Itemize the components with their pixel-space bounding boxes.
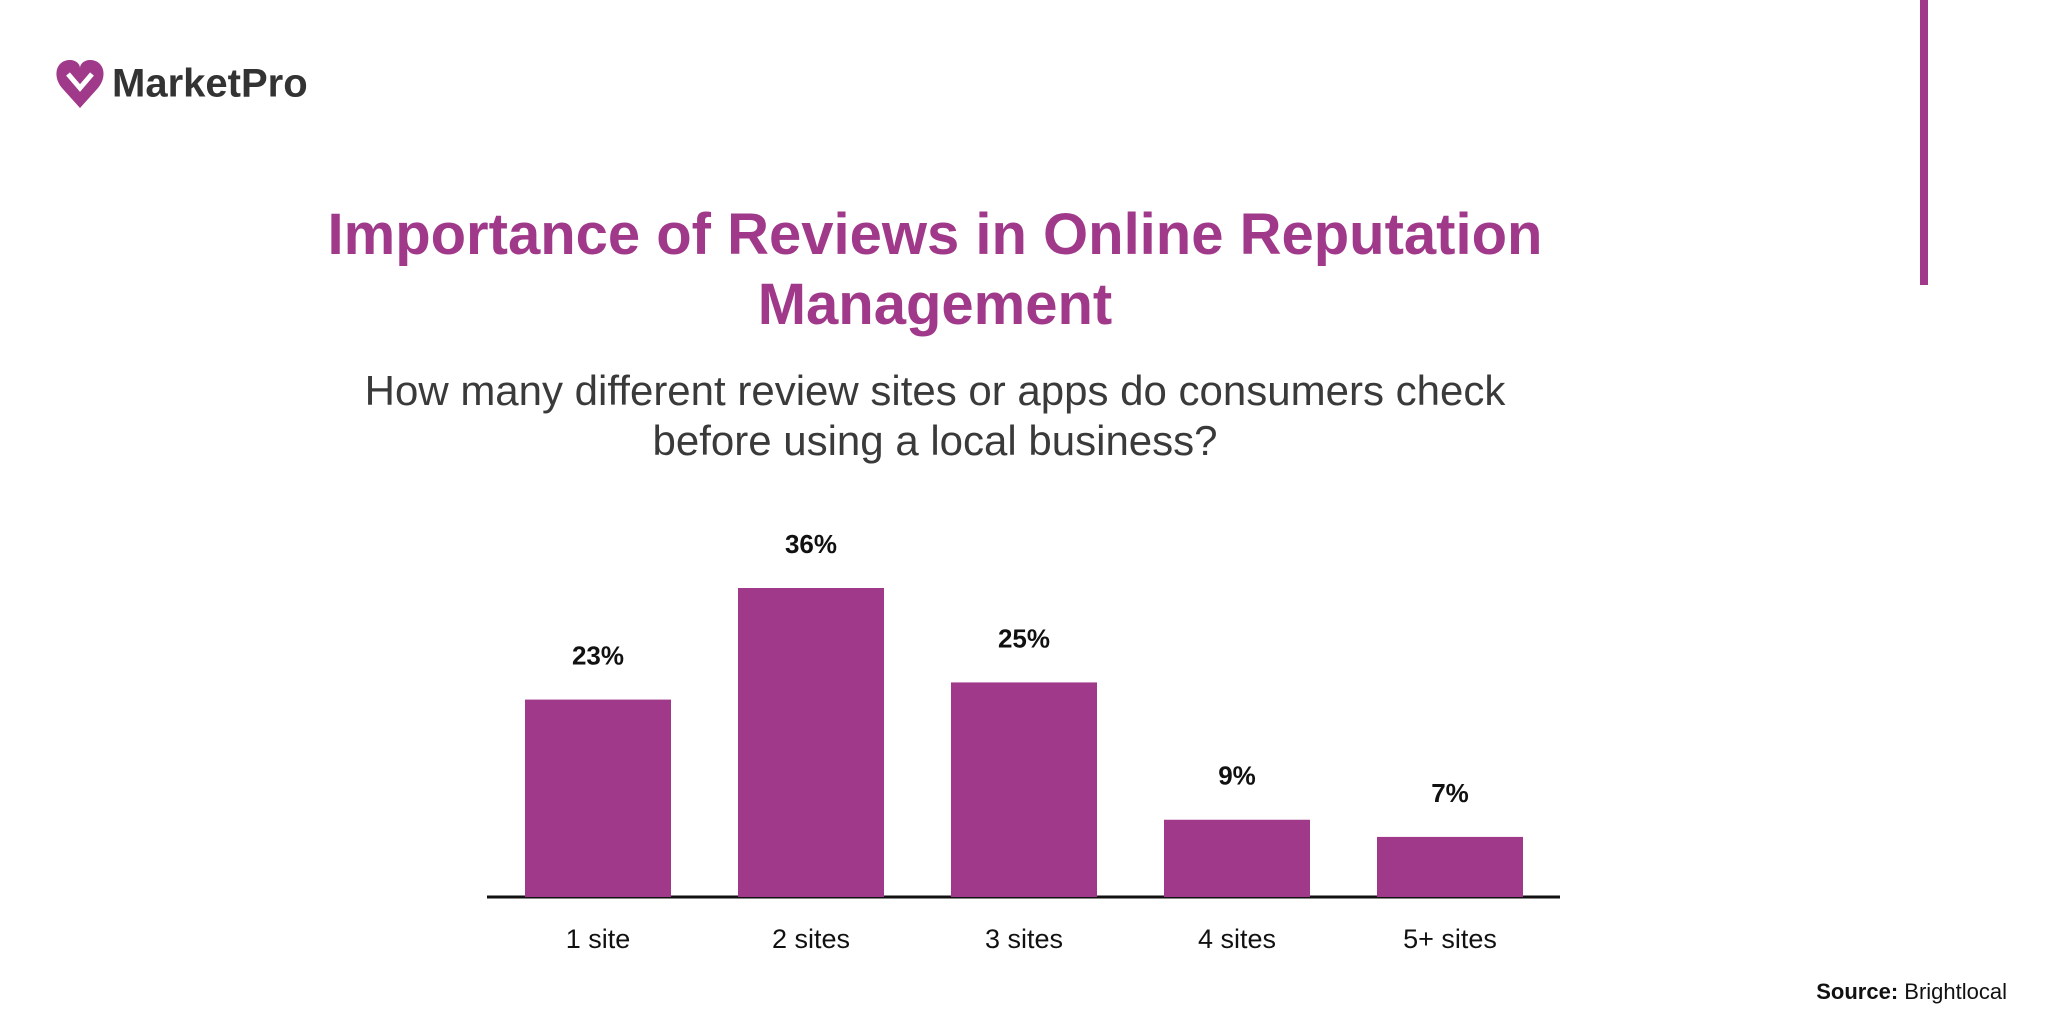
- value-label: 23%: [572, 640, 624, 670]
- value-label: 25%: [998, 623, 1050, 653]
- bar: [738, 588, 884, 897]
- bar: [1164, 819, 1310, 897]
- value-label: 9%: [1218, 761, 1256, 791]
- source-text: Brightlocal: [1904, 979, 2007, 1004]
- x-tick-label: 1 site: [566, 924, 631, 954]
- x-tick-label: 5+ sites: [1403, 924, 1497, 954]
- logo: MarketPro: [56, 60, 308, 108]
- logo-icon-mark: [66, 72, 94, 92]
- source-label: Source:: [1816, 979, 1898, 1004]
- x-tick-label: 4 sites: [1198, 924, 1276, 954]
- bar: [1377, 836, 1523, 897]
- source: Source: Brightlocal: [1816, 979, 2007, 1004]
- value-label: 7%: [1431, 778, 1469, 808]
- value-label: 36%: [785, 529, 837, 559]
- accent-bar: [1920, 0, 1928, 285]
- chart-title: Importance of Reviews in Online Reputati…: [327, 202, 1543, 337]
- bar: [525, 699, 671, 897]
- x-tick-label: 2 sites: [772, 924, 850, 954]
- logo-icon: [56, 60, 104, 108]
- chart-subtitle: How many different review sites or apps …: [364, 367, 1506, 464]
- x-tick-label: 3 sites: [985, 924, 1063, 954]
- bar: [951, 682, 1097, 897]
- brand-name: MarketPro: [112, 62, 308, 106]
